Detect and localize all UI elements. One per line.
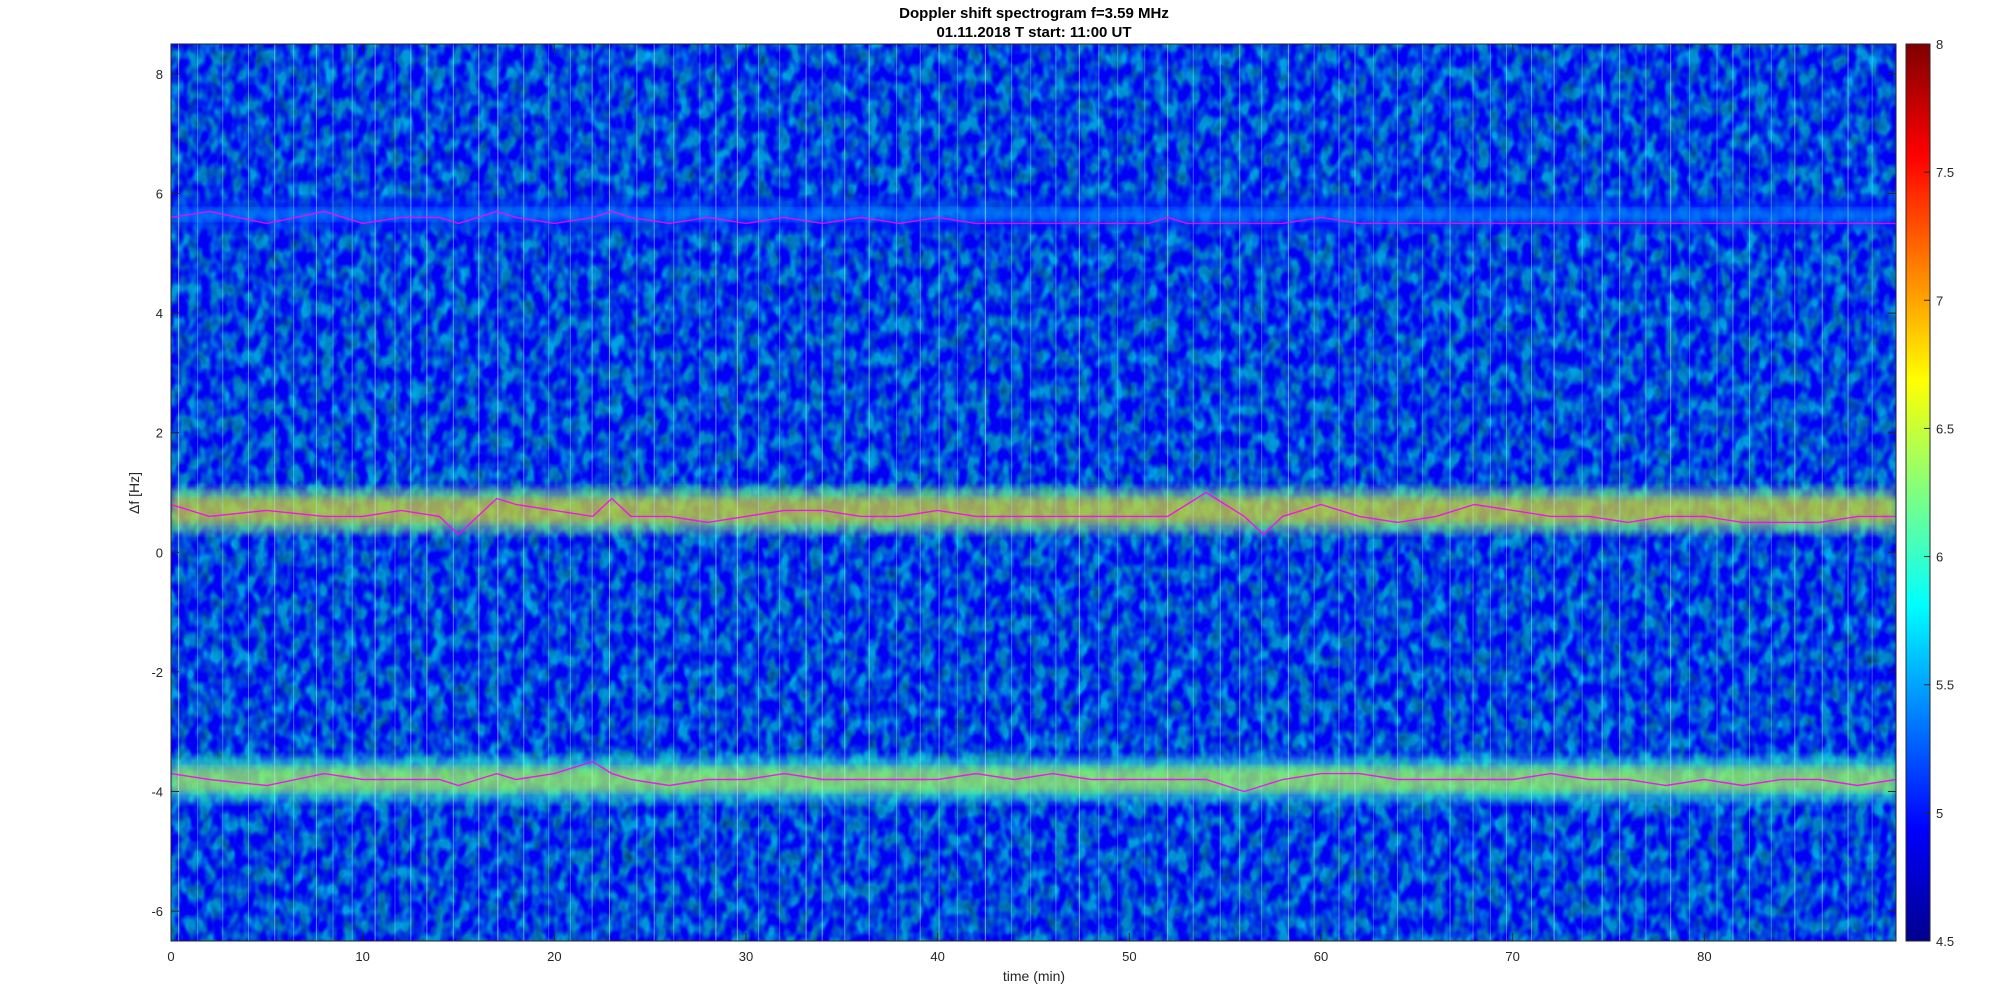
- x-tick-label: 60: [1314, 949, 1328, 964]
- colorbar-tick-label: 4.5: [1936, 934, 1954, 949]
- y-tick-label: 4: [156, 306, 163, 321]
- colorbar-tick-label: 6.5: [1936, 421, 1954, 436]
- y-axis-label: Δf [Hz]: [126, 472, 142, 514]
- trace-layer: [171, 210, 1896, 793]
- y-axis: -6 -4 -2 0 2 4 6 8: [151, 67, 1896, 919]
- x-axis: 0 10 20 30 40 50 60 70 80: [167, 44, 1712, 964]
- x-tick-label: 0: [167, 949, 174, 964]
- x-axis-label: time (min): [1003, 968, 1065, 984]
- colorbar-ticks: 4.5 5 5.5 6 6.5 7 7.5 8: [1924, 37, 1954, 949]
- y-tick-label: -4: [151, 785, 163, 800]
- y-tick-label: 6: [156, 187, 163, 202]
- y-tick-label: 0: [156, 545, 163, 560]
- x-tick-label: 20: [547, 949, 561, 964]
- y-tick-label: -6: [151, 904, 163, 919]
- colorbar-tick-label: 5.5: [1936, 678, 1954, 693]
- colorbar-tick-label: 7.5: [1936, 165, 1954, 180]
- colorbar-tick-label: 8: [1936, 37, 1943, 52]
- colorbar-gradient: [1905, 43, 1931, 942]
- x-tick-label: 80: [1697, 949, 1711, 964]
- signal-band-core-0: [171, 207, 1896, 221]
- chart-title: Doppler shift spectrogram f=3.59 MHz: [899, 5, 1169, 22]
- plot-area: [171, 44, 1896, 941]
- trace-line-0: [171, 210, 1896, 225]
- signal-band-core-1: [171, 497, 1896, 523]
- signal-band-layer: [171, 197, 1896, 802]
- chart-subtitle: 01.11.2018 T start: 11:00 UT: [936, 24, 1131, 41]
- x-tick-label: 40: [930, 949, 944, 964]
- trace-line-1: [171, 491, 1896, 536]
- plot-frame: [170, 43, 1897, 942]
- x-tick-label: 70: [1505, 949, 1519, 964]
- x-tick-label: 10: [355, 949, 369, 964]
- colorbar-tick-label: 6: [1936, 550, 1943, 565]
- colorbar-tick-label: 7: [1936, 293, 1943, 308]
- x-tick-label: 30: [739, 949, 753, 964]
- colorbar-tick-label: 5: [1936, 806, 1943, 821]
- y-tick-label: 8: [156, 67, 163, 82]
- x-tick-label: 50: [1122, 949, 1136, 964]
- y-tick-label: -2: [151, 665, 163, 680]
- trace-line-2: [171, 760, 1896, 793]
- colorbar: 4.5 5 5.5 6 6.5 7 7.5 8: [1905, 37, 1954, 949]
- y-tick-label: 2: [156, 426, 163, 441]
